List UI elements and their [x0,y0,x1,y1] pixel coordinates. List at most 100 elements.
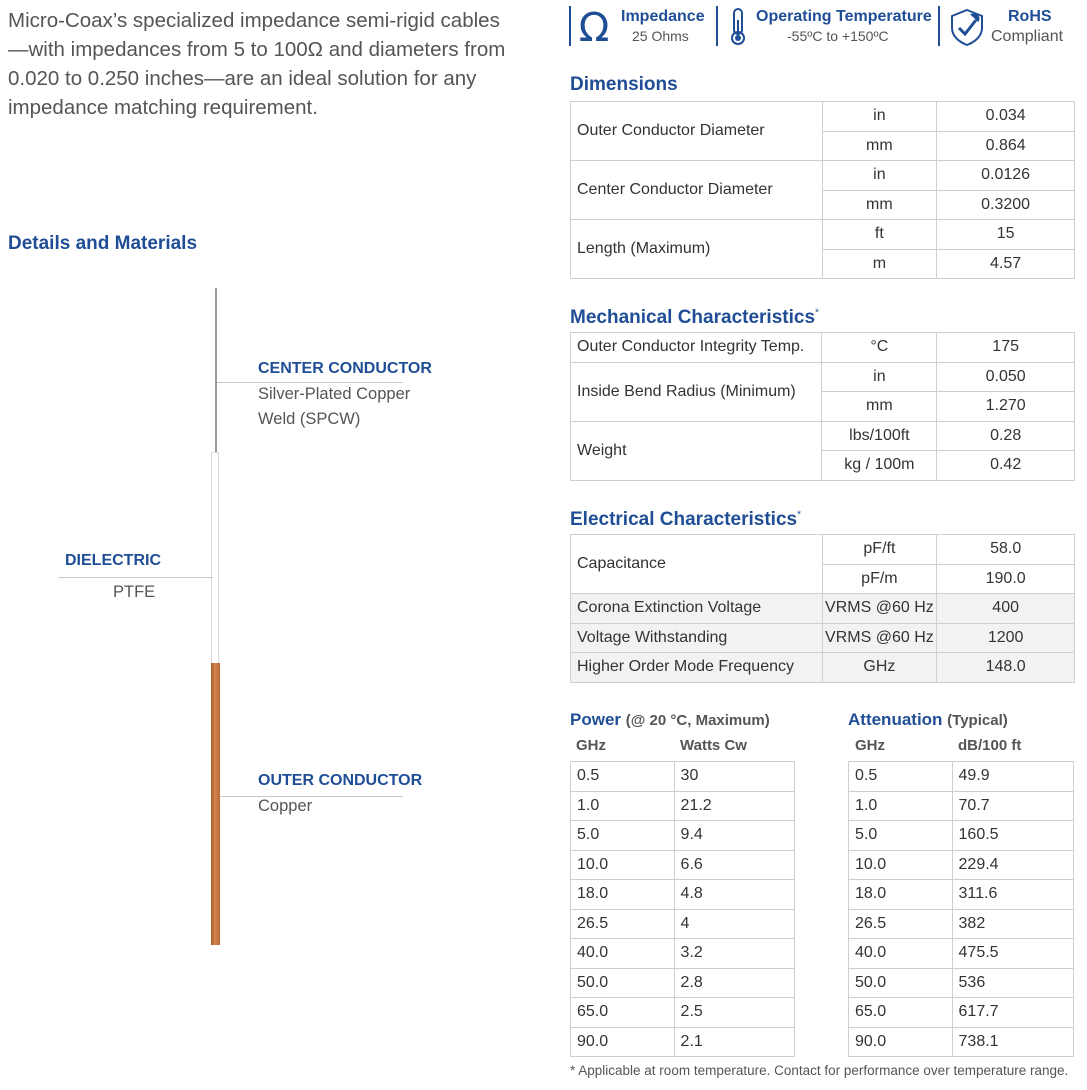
leader-line [58,577,213,578]
table-row: 50.0 536 [848,967,1075,998]
unit-cell: lbs/100ft [821,420,938,451]
power-heading: Power (@ 20 °C, Maximum) [570,710,770,730]
param-label: Inside Bend Radius (Minimum) [569,361,823,422]
table-row: m 4.57 [571,248,1075,279]
param-label: Weight [569,420,823,481]
table-row: Inside Bend Radius (Minimum) in 0.050 [569,361,1075,422]
table-row: 0.5 49.9 [848,761,1075,792]
table-row: 90.0 2.1 [570,1026,796,1057]
ghz-cell: 0.5 [570,761,675,792]
table-row: mm 0.3200 [571,189,1075,220]
table-row: Outer Conductor Integrity Temp. °C 175 [569,332,1075,363]
table-row: mm 1.270 [571,391,1075,422]
value-cell: 0.864 [936,130,1075,161]
ghz-cell: 18.0 [848,879,953,910]
table-row: Voltage Withstanding VRMS @60 Hz 1200 [570,622,1075,653]
value-cell: 2.8 [673,967,796,998]
table-row: 65.0 617.7 [848,997,1075,1028]
attenuation-col-ghz: GHz [855,737,885,754]
outer-conductor-desc: Copper [258,797,313,815]
ghz-cell: 1.0 [848,790,953,821]
table-row: 5.0 9.4 [570,820,796,851]
badge-divider [938,6,940,46]
rohs-badge: RoHS Compliant [938,6,1078,46]
intro-text: Micro-Coax’s specialized impedance semi-… [8,9,506,119]
unit-cell: kg / 100m [821,450,938,481]
ghz-cell: 40.0 [570,938,675,969]
param-label: Voltage Withstanding [570,622,823,653]
table-row: Higher Order Mode Frequency GHz 148.0 [570,652,1075,683]
table-row: Corona Extinction Voltage VRMS @60 Hz 40… [570,593,1075,624]
value-cell: 0.050 [936,361,1075,392]
dielectric-desc: PTFE [113,583,156,601]
table-row: Capacitance pF/ft 58.0 [570,534,1075,594]
center-conductor-desc-line: Weld (SPCW) [258,410,361,428]
power-col-watts: Watts Cw [680,737,747,754]
table-row: 1.0 21.2 [570,790,796,821]
electrical-title: Electrical Characteristics [570,509,798,530]
value-cell: 536 [951,967,1075,998]
unit-cell: m [821,248,938,279]
value-cell: 4.8 [673,879,796,910]
ghz-cell: 0.5 [848,761,953,792]
param-label: Capacitance [570,534,823,594]
value-cell: 148.0 [936,652,1075,683]
unit-cell: pF/ft [821,534,938,565]
ghz-cell: 10.0 [570,849,675,880]
rohs-title: RoHS [1008,8,1052,25]
ghz-cell: 40.0 [848,938,953,969]
value-cell: 15 [936,219,1075,250]
dimensions-heading: Dimensions [570,74,678,95]
outer-conductor-layer [211,663,220,945]
dimensions-table: Outer Conductor Diameter in 0.034 mm 0.8… [570,101,1075,279]
unit-cell: VRMS @60 Hz [821,622,938,653]
value-cell: 4.57 [936,248,1075,279]
table-row: 5.0 160.5 [848,820,1075,851]
unit-cell: mm [821,189,938,220]
center-conductor-desc-line: Silver-Plated Copper [258,385,411,403]
value-cell: 30 [673,761,796,792]
ghz-cell: 5.0 [848,820,953,851]
center-conductor-label: CENTER CONDUCTOR [258,360,432,377]
value-cell: 190.0 [936,563,1075,594]
dielectric-label: DIELECTRIC [65,552,161,569]
outer-conductor-label: OUTER CONDUCTOR [258,772,423,789]
table-row: 0.5 30 [570,761,796,792]
ghz-cell: 1.0 [570,790,675,821]
footnote: * Applicable at room temperature. Contac… [570,1063,1069,1078]
ghz-cell: 5.0 [570,820,675,851]
param-label: Length (Maximum) [570,219,823,279]
value-cell: 21.2 [673,790,796,821]
ghz-cell: 18.0 [570,879,675,910]
electrical-heading: Electrical Characteristics* [570,509,801,531]
rohs-status: Compliant [991,28,1064,45]
power-title: Power [570,710,622,729]
param-label: Outer Conductor Integrity Temp. [569,332,823,363]
leader-line [217,382,403,383]
value-cell: 475.5 [951,938,1075,969]
table-row: 40.0 475.5 [848,938,1075,969]
thermometer-icon [731,8,745,45]
table-row: Weight lbs/100ft 0.28 [569,420,1075,481]
value-cell: 6.6 [673,849,796,880]
value-cell: 229.4 [951,849,1075,880]
impedance-title: Impedance [621,8,705,25]
table-row: 26.5 4 [570,908,796,939]
value-cell: 2.1 [673,1026,796,1057]
value-cell: 382 [951,908,1075,939]
table-row: 50.0 2.8 [570,967,796,998]
unit-cell: in [821,160,938,191]
power-table-body: 0.5 30 1.0 21.2 5.0 9.4 10.0 6.6 18.0 4.8 26.5 4 40.… [570,761,796,1057]
value-cell: 0.3200 [936,189,1075,220]
details-heading: Details and Materials [8,233,198,254]
table-row: 18.0 4.8 [570,879,796,910]
footnote-mark: * [815,307,819,319]
omega-icon: Ω [579,8,610,46]
attenuation-table: 0.5 49.9 1.0 70.7 5.0 160.5 10.0 229.4 18.0 311.6… [848,761,1075,1057]
table-row: 1.0 70.7 [848,790,1075,821]
mechanical-title: Mechanical Characteristics [570,307,816,328]
value-cell: 1200 [936,622,1075,653]
electrical-table: Capacitance pF/ft 58.0 pF/m 190.0 Corona… [570,534,1075,683]
footnote-mark: * [797,509,801,521]
unit-cell: in [821,361,938,392]
